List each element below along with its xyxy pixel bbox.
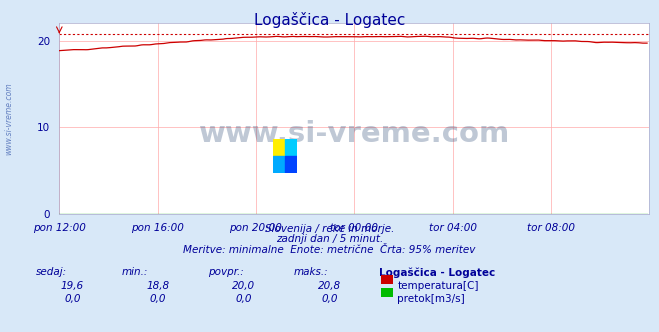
Text: 0,0: 0,0 [64, 294, 81, 304]
Text: 0,0: 0,0 [235, 294, 252, 304]
Text: 20,8: 20,8 [318, 281, 341, 290]
Text: 0,0: 0,0 [321, 294, 338, 304]
Text: Logaščica - Logatec: Logaščica - Logatec [254, 12, 405, 28]
Text: Slovenija / reke in morje.: Slovenija / reke in morje. [265, 224, 394, 234]
Text: 18,8: 18,8 [146, 281, 170, 290]
Text: pretok[m3/s]: pretok[m3/s] [397, 294, 465, 304]
Text: povpr.:: povpr.: [208, 267, 243, 277]
Text: www.si-vreme.com: www.si-vreme.com [198, 120, 510, 148]
Text: maks.:: maks.: [293, 267, 328, 277]
Text: www.si-vreme.com: www.si-vreme.com [4, 82, 13, 155]
Text: Meritve: minimalne  Enote: metrične  Črta: 95% meritev: Meritve: minimalne Enote: metrične Črta:… [183, 245, 476, 255]
Text: zadnji dan / 5 minut.: zadnji dan / 5 minut. [276, 234, 383, 244]
Text: 20,0: 20,0 [232, 281, 256, 290]
Bar [285, 139, 297, 156]
Text: sedaj:: sedaj: [36, 267, 67, 277]
Bar [273, 139, 285, 156]
Bar [273, 156, 285, 173]
Text: Logaščica - Logatec: Logaščica - Logatec [379, 267, 495, 278]
Text: temperatura[C]: temperatura[C] [397, 281, 479, 290]
Text: 0,0: 0,0 [150, 294, 167, 304]
Text: 19,6: 19,6 [61, 281, 84, 290]
Text: min.:: min.: [122, 267, 148, 277]
Bar [285, 156, 297, 173]
